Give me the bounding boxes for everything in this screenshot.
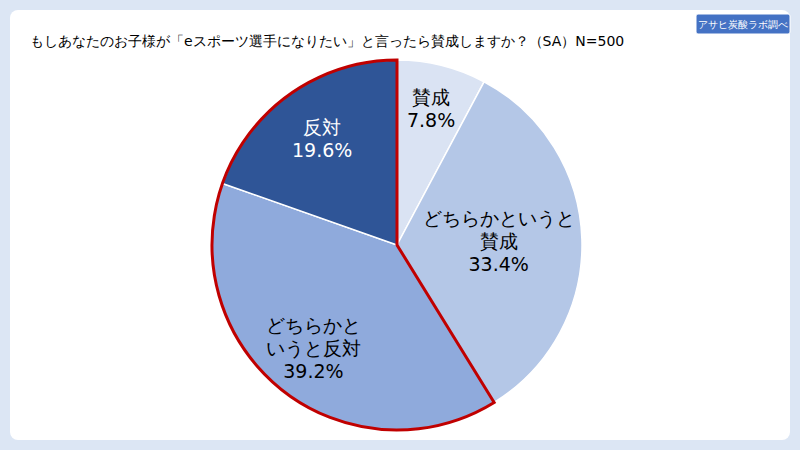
panel (10, 10, 790, 440)
slice-name: 賛成 (480, 230, 518, 252)
pie: 賛成7.8%どちらかというと賛成33.4%どちらかというと反対39.2%反対19… (212, 60, 582, 430)
slice-value: 19.6% (292, 139, 352, 161)
slice-name: どちらかと (266, 314, 361, 336)
slice-name: 反対 (303, 116, 341, 138)
slice-value: 39.2% (283, 360, 343, 382)
source: アサヒ炭酸ラボ調べ (698, 19, 788, 30)
slice (223, 60, 397, 245)
data-label: どちらかというと賛成33.4% (423, 207, 575, 275)
background (0, 0, 800, 450)
slice-name: いうと反対 (266, 337, 361, 359)
highlight-outline (212, 60, 494, 430)
source-box (696, 14, 790, 34)
data-label: どちらかというと反対39.2% (266, 314, 361, 382)
slice-name: 賛成 (412, 86, 450, 108)
data-label: 賛成7.8% (407, 86, 455, 131)
data-label: 反対19.6% (292, 116, 352, 161)
title: もしあなたのお子様が「eスポーツ選手になりたい」と言ったら賛成しますか？（SA）… (30, 33, 624, 49)
source-badge: アサヒ炭酸ラボ調べ (696, 14, 790, 34)
slice-value: 33.4% (469, 253, 529, 275)
chart: もしあなたのお子様が「eスポーツ選手になりたい」と言ったら賛成しますか？（SA）… (0, 0, 800, 450)
slice-name: どちらかというと (423, 207, 575, 229)
slice-value: 7.8% (407, 109, 455, 131)
